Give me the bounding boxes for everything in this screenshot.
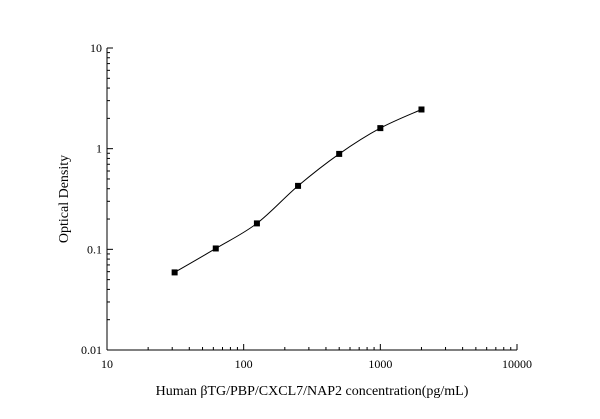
y-tick-label: 0.01 — [81, 343, 102, 357]
fit-curve — [174, 109, 422, 273]
x-tick-label: 10000 — [502, 357, 532, 371]
data-point — [377, 125, 384, 132]
data-point — [295, 182, 302, 189]
x-tick-label: 10 — [101, 357, 113, 371]
data-point — [336, 150, 343, 157]
x-tick-label: 100 — [235, 357, 253, 371]
x-axis-title: Human βTG/PBP/CXCL7/NAP2 concentration(p… — [156, 384, 469, 399]
y-tick-label: 1 — [96, 142, 102, 156]
data-point — [418, 106, 425, 113]
data-point — [212, 245, 219, 252]
data-point — [253, 220, 260, 227]
data-point — [171, 269, 178, 276]
y-tick-label: 10 — [90, 41, 102, 55]
data-points — [171, 106, 425, 276]
fit-curve-group — [174, 109, 422, 273]
y-axis-title: Optical Density — [57, 155, 72, 243]
y-tick-label: 0.1 — [87, 242, 102, 256]
x-tick-label: 1000 — [368, 357, 392, 371]
axis-ticks: 10 100 1000 10000 0.01 0.1 1 10 — [81, 41, 532, 371]
plot-area: 10 100 1000 10000 0.01 0.1 1 10 — [81, 41, 532, 371]
